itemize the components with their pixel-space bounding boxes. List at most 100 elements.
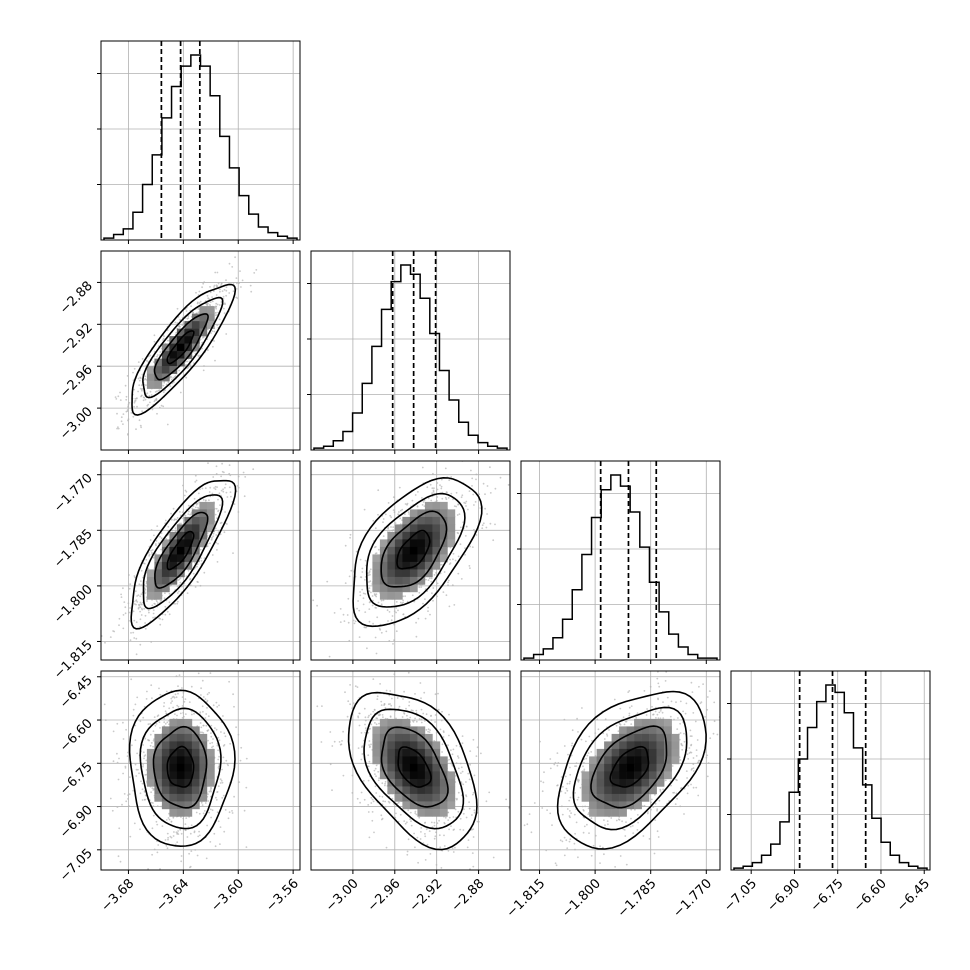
scatter-point — [196, 565, 198, 568]
scatter-point — [164, 613, 167, 616]
scatter-point — [216, 791, 219, 793]
axes-frame — [100, 40, 301, 241]
scatter-point — [449, 558, 451, 561]
scatter-point — [377, 770, 380, 773]
scatter-point — [187, 510, 190, 513]
scatter-point — [421, 497, 423, 499]
scatter-point — [450, 825, 452, 827]
scatter-point — [223, 288, 226, 291]
density-cell — [176, 748, 185, 757]
scatter-point — [144, 622, 147, 624]
scatter-point — [407, 511, 410, 514]
scatter-point — [140, 614, 143, 616]
scatter-point — [354, 685, 357, 688]
scatter-point — [160, 805, 163, 808]
scatter-point — [152, 814, 155, 817]
density-cell — [154, 763, 163, 772]
scatter-point — [212, 738, 214, 740]
scatter-point — [208, 790, 211, 793]
scatter-point — [223, 732, 226, 735]
scatter-point — [233, 503, 236, 505]
scatter-point — [473, 504, 475, 506]
scatter-point — [167, 525, 170, 528]
scatter-point — [378, 627, 381, 630]
scatter-point — [507, 484, 510, 486]
scatter-point — [390, 704, 393, 707]
density-cell — [409, 576, 418, 585]
scatter-point — [179, 581, 182, 584]
density-cell — [191, 336, 200, 344]
scatter-point — [197, 506, 199, 509]
scatter-point — [428, 731, 431, 733]
scatter-point — [191, 507, 194, 510]
scatter-point — [133, 401, 136, 404]
scatter-point — [447, 579, 450, 582]
scatter-point — [471, 814, 473, 816]
scatter-point — [200, 694, 202, 696]
scatter-point — [208, 491, 211, 493]
scatter-point — [137, 594, 140, 596]
scatter-point — [139, 601, 142, 604]
scatter-point — [218, 739, 221, 742]
scatter-point — [210, 816, 213, 819]
scatter-point — [146, 690, 148, 693]
scatter-point — [205, 724, 208, 727]
scatter-point — [148, 395, 151, 397]
scatter-point — [173, 376, 176, 378]
scatter-point — [236, 282, 238, 285]
scatter-point — [185, 376, 188, 379]
scatter-point — [138, 583, 141, 586]
scatter-point — [402, 698, 404, 700]
density-cell — [199, 786, 208, 795]
density-cell — [402, 554, 411, 563]
scatter-point — [261, 448, 263, 450]
scatter-point — [147, 868, 150, 870]
scatter-point — [176, 307, 179, 310]
scatter-point — [447, 811, 450, 814]
scatter-point — [341, 740, 343, 742]
scatter-point — [219, 504, 221, 506]
scatter-point — [190, 685, 193, 688]
scatter-point — [221, 797, 224, 799]
density-cell — [191, 726, 200, 735]
scatter-point — [245, 786, 248, 789]
scatter-point — [331, 789, 333, 792]
scatter-point — [419, 682, 422, 684]
scatter-point — [117, 778, 120, 781]
scatter-point — [432, 587, 435, 589]
contour-line — [142, 296, 224, 399]
scatter-point — [217, 758, 220, 761]
density-cell — [372, 569, 381, 578]
histogram-panel-2 — [307, 250, 511, 454]
density-cell — [176, 771, 185, 780]
scatter-point — [361, 567, 364, 570]
density-cell — [146, 381, 155, 389]
scatter-point — [124, 384, 127, 387]
density-cell — [372, 726, 381, 735]
scatter-point — [457, 532, 460, 535]
scatter-point — [411, 594, 414, 597]
scatter-point — [433, 873, 435, 875]
scatter-point — [219, 290, 221, 293]
scatter-point — [212, 704, 215, 707]
density-cell — [191, 328, 200, 337]
scatter-point — [214, 271, 217, 274]
scatter-point — [209, 672, 212, 674]
scatter-point — [166, 847, 169, 850]
histogram-step — [523, 474, 718, 660]
scatter-point — [154, 552, 157, 555]
scatter-point — [170, 518, 173, 521]
scatter-point — [120, 593, 122, 596]
density-cell — [387, 726, 396, 735]
scatter-point — [135, 637, 138, 640]
scatter-point — [359, 558, 362, 561]
scatter-point — [469, 545, 472, 548]
scatter-point — [151, 604, 154, 607]
scatter-point — [215, 302, 218, 305]
scatter-point — [429, 483, 432, 486]
scatter-point — [217, 785, 220, 788]
scatter-point — [410, 709, 413, 712]
scatter-point — [140, 584, 143, 586]
density-cell — [417, 509, 426, 518]
scatter-point — [424, 598, 426, 600]
